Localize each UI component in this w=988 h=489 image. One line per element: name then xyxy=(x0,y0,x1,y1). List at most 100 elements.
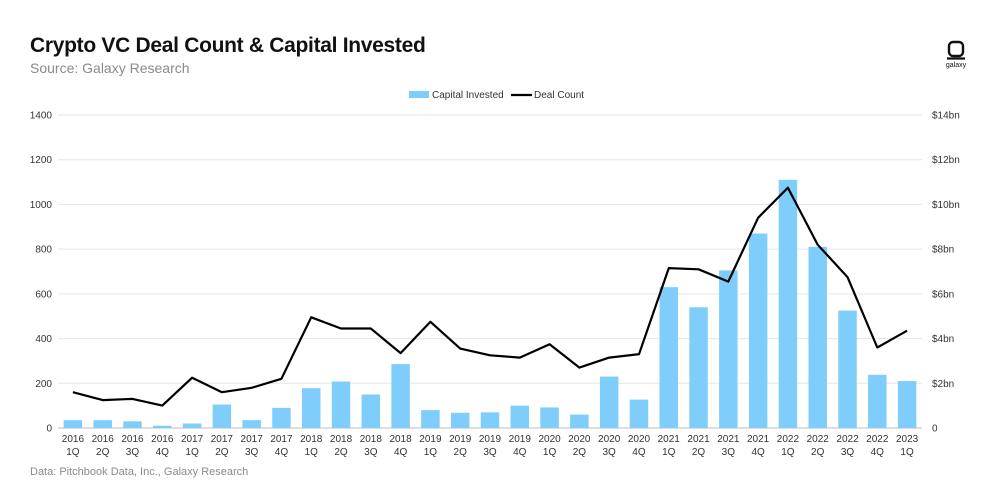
capital-invested-bar xyxy=(629,399,649,428)
x-axis-tick-sublabel: 3Q xyxy=(245,447,259,458)
x-axis-tick-sublabel: 3Q xyxy=(126,447,140,458)
x-axis-tick-label: 2022 xyxy=(836,434,859,445)
left-axis-tick-label: 600 xyxy=(35,289,52,300)
capital-invested-bar xyxy=(302,388,321,428)
capital-invested-bar xyxy=(450,412,470,428)
capital-invested-bar xyxy=(808,246,827,428)
galaxy-logo-icon xyxy=(947,40,965,60)
x-axis-tick-label: 2017 xyxy=(211,434,234,445)
x-axis-tick-sublabel: 1Q xyxy=(781,447,795,458)
capital-invested-bar xyxy=(480,412,500,428)
capital-invested-bar xyxy=(331,381,351,428)
data-source-footnote: Data: Pitchbook Data, Inc., Galaxy Resea… xyxy=(30,466,249,478)
left-axis-tick-label: 1000 xyxy=(30,200,53,211)
left-axis-tick-label: 800 xyxy=(35,245,52,256)
left-axis-tick-label: 1400 xyxy=(30,111,53,122)
right-axis-tick-label: $8bn xyxy=(932,245,954,256)
left-axis-tick-label: 200 xyxy=(35,379,52,390)
right-axis-tick-label: $2bn xyxy=(932,379,954,390)
deal-count-line xyxy=(72,186,908,407)
capital-invested-bar xyxy=(719,270,738,428)
capital-invested-bar xyxy=(570,414,589,428)
x-axis-tick-sublabel: 4Q xyxy=(513,447,527,458)
x-axis-tick-sublabel: 2Q xyxy=(573,447,587,458)
capital-invested-bar xyxy=(897,381,917,428)
x-axis-ticks: 2016 1Q 2016 2Q 2016 3Q 2016 4Q 2017 1Q 2017 2Q 2017… xyxy=(62,434,919,458)
capital-invested-bar xyxy=(540,407,559,428)
capital-invested-bar xyxy=(212,404,232,428)
x-axis-tick-sublabel: 1Q xyxy=(305,447,319,458)
capital-invested-bar xyxy=(778,179,798,428)
right-axis-tick-label: $6bn xyxy=(932,289,954,300)
legend-label-capital-invested: Capital Invested xyxy=(432,90,504,101)
capital-invested-bar xyxy=(361,394,381,428)
capital-invested-bar xyxy=(599,376,619,428)
right-axis-tick-label: 0 xyxy=(932,424,938,435)
x-axis-tick-label: 2021 xyxy=(717,434,740,445)
x-axis-tick-sublabel: 2Q xyxy=(811,447,825,458)
capital-invested-bar xyxy=(868,374,887,428)
x-axis-tick-sublabel: 1Q xyxy=(662,447,676,458)
capital-invested-bar xyxy=(242,420,261,428)
x-axis-tick-label: 2020 xyxy=(628,434,651,445)
legend: Capital Invested Deal Count xyxy=(409,90,584,101)
right-axis-tick-label: $10bn xyxy=(932,200,960,211)
x-axis-tick-sublabel: 2Q xyxy=(334,447,348,458)
capital-invested-bar xyxy=(153,425,172,428)
right-axis-ticks: 0 $2bn $4bn $6bn $8bn $10bn $12bn $14bn xyxy=(932,111,960,435)
x-axis-tick-label: 2016 xyxy=(121,434,144,445)
x-axis-tick-sublabel: 3Q xyxy=(364,447,378,458)
x-axis-tick-label: 2019 xyxy=(449,434,472,445)
x-axis-tick-label: 2017 xyxy=(241,434,264,445)
x-axis-tick-label: 2020 xyxy=(598,434,621,445)
x-axis-tick-sublabel: 4Q xyxy=(156,447,170,458)
x-axis-tick-label: 2018 xyxy=(360,434,383,445)
x-axis-tick-label: 2016 xyxy=(92,434,115,445)
chart-subtitle: Source: Galaxy Research xyxy=(30,60,190,76)
x-axis-tick-label: 2022 xyxy=(777,434,800,445)
x-axis-tick-label: 2019 xyxy=(509,434,532,445)
capital-invested-bar xyxy=(123,421,142,428)
left-axis-tick-label: 400 xyxy=(35,334,52,345)
right-axis-tick-label: $12bn xyxy=(932,155,960,166)
gridlines xyxy=(58,114,922,429)
left-axis-tick-label: 0 xyxy=(46,424,52,435)
x-axis-tick-sublabel: 1Q xyxy=(543,447,557,458)
x-axis-tick-sublabel: 2Q xyxy=(96,447,110,458)
x-axis-tick-label: 2020 xyxy=(568,434,591,445)
x-axis-tick-sublabel: 4Q xyxy=(275,447,289,458)
capital-invested-bar xyxy=(93,420,112,428)
capital-invested-bar xyxy=(63,420,83,428)
capital-invested-bar xyxy=(838,310,857,428)
capital-invested-bar xyxy=(748,233,768,428)
x-axis-tick-sublabel: 2Q xyxy=(215,447,229,458)
chart-title: Crypto VC Deal Count & Capital Invested xyxy=(30,34,426,57)
x-axis-tick-sublabel: 4Q xyxy=(751,447,765,458)
x-axis-tick-sublabel: 1Q xyxy=(66,447,80,458)
x-axis-tick-sublabel: 3Q xyxy=(603,447,617,458)
x-axis-tick-label: 2018 xyxy=(330,434,353,445)
right-axis-tick-label: $4bn xyxy=(932,334,954,345)
x-axis-tick-label: 2022 xyxy=(807,434,830,445)
galaxy-logo-text: galaxy xyxy=(945,62,967,69)
x-axis-tick-label: 2022 xyxy=(866,434,889,445)
x-axis-tick-sublabel: 1Q xyxy=(900,447,914,458)
capital-invested-bar xyxy=(272,407,291,428)
capital-invested-bar xyxy=(659,287,678,428)
x-axis-tick-label: 2017 xyxy=(181,434,204,445)
capital-invested-bar xyxy=(421,410,440,428)
x-axis-tick-sublabel: 1Q xyxy=(424,447,438,458)
x-axis-tick-sublabel: 3Q xyxy=(841,447,855,458)
left-axis-ticks: 0 200 400 600 800 1000 1200 1400 xyxy=(30,111,53,435)
x-axis-tick-sublabel: 4Q xyxy=(632,447,646,458)
x-axis-tick-sublabel: 4Q xyxy=(871,447,885,458)
x-axis-tick-sublabel: 3Q xyxy=(722,447,736,458)
x-axis-tick-label: 2019 xyxy=(419,434,442,445)
x-axis-tick-label: 2021 xyxy=(747,434,770,445)
x-axis-tick-label: 2016 xyxy=(62,434,85,445)
x-axis-tick-label: 2018 xyxy=(389,434,412,445)
x-axis-tick-sublabel: 3Q xyxy=(483,447,497,458)
x-axis-tick-sublabel: 2Q xyxy=(692,447,706,458)
x-axis-tick-sublabel: 4Q xyxy=(394,447,408,458)
